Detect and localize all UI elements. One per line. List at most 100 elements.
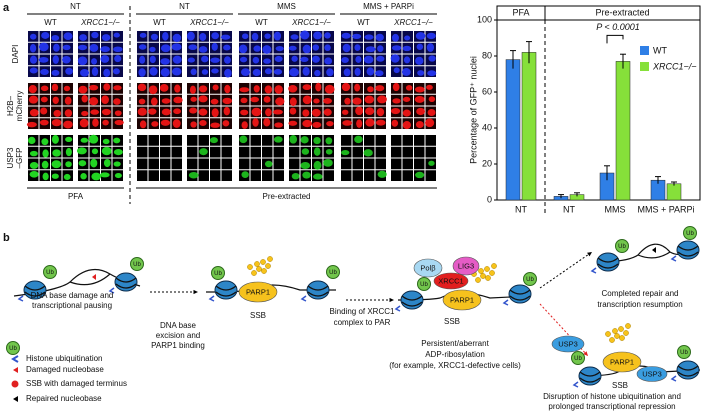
nucleus [313, 160, 322, 170]
nucleus [427, 70, 437, 77]
tile [364, 135, 375, 146]
nucleus [65, 136, 73, 142]
nucleus [80, 137, 89, 143]
tile [250, 170, 261, 181]
nucleus [222, 97, 233, 105]
ubiquitin [6, 341, 20, 355]
nucleus [88, 84, 99, 91]
ssb-label: SSB [444, 317, 460, 326]
tile [198, 135, 209, 146]
genotype-label: XRCC1−/− [189, 18, 229, 27]
nucleus [101, 34, 111, 42]
nucleus [52, 96, 59, 104]
nucleus [138, 68, 146, 77]
nucleus [113, 161, 121, 167]
nucleus [375, 33, 384, 42]
ubiquitin [417, 277, 431, 291]
nucleus [391, 33, 399, 42]
tile [391, 158, 402, 170]
nucleus [148, 85, 158, 95]
tile [171, 135, 182, 146]
nucleus [427, 108, 436, 117]
error-bar [526, 41, 532, 64]
nucleus [415, 32, 426, 40]
tile [391, 135, 402, 146]
nucleus [323, 158, 333, 167]
tile [187, 158, 198, 170]
nucleus [40, 85, 49, 92]
ubiquitin [677, 345, 691, 359]
tile [160, 158, 171, 170]
y-tick-label: 60 [482, 86, 492, 96]
nucleus [275, 45, 284, 52]
arrow-head [587, 252, 592, 257]
nucleus [300, 56, 309, 63]
nucleus [100, 46, 110, 53]
step-text: DNA base damage and [31, 291, 114, 300]
tile [425, 146, 436, 158]
tile [239, 146, 250, 158]
tile [273, 158, 284, 170]
tile [323, 170, 334, 181]
bar [505, 59, 521, 201]
nucleus [63, 32, 73, 41]
nucleus [137, 83, 147, 92]
error-bar [671, 181, 677, 186]
ub-label: Ub [526, 277, 534, 283]
nucleus [29, 150, 38, 157]
nucleus [91, 172, 102, 181]
nucleus [341, 149, 350, 156]
nucleus [174, 84, 181, 93]
nucleus [188, 171, 199, 179]
nucleus [391, 119, 399, 127]
nucleus [375, 85, 385, 92]
nucleus [377, 170, 387, 178]
nucleus [252, 56, 260, 64]
nucleus [428, 55, 436, 62]
nucleus [62, 55, 71, 64]
nucleus [300, 30, 310, 40]
nucleus [160, 119, 171, 126]
ub-label: Ub [9, 346, 17, 352]
dna-wrap [579, 371, 601, 383]
nucleus [428, 160, 435, 166]
par-unit [618, 326, 624, 332]
nucleus [376, 55, 385, 62]
nucleus [51, 69, 60, 76]
nucleus [63, 173, 71, 181]
genotype-label: WT [44, 18, 57, 27]
outcome-text: prolonged transcriptional repression [548, 402, 675, 411]
par-unit [614, 333, 620, 339]
condition-label: NT [179, 2, 190, 11]
nucleus [325, 148, 333, 155]
par-unit [491, 263, 497, 269]
legend-label: XRCC1−/− [652, 61, 697, 71]
nucleus [253, 85, 260, 93]
nucleus [29, 33, 37, 40]
legend-icon [11, 380, 19, 388]
ub-label: Ub [133, 262, 141, 268]
nucleus [210, 122, 221, 128]
ub-label: Ub [680, 350, 688, 356]
nucleus [289, 97, 297, 106]
nucleus [100, 172, 110, 178]
dna-wrap [215, 285, 237, 297]
nucleus [326, 68, 334, 77]
x-tick-label: NT [563, 204, 575, 214]
nucleus [80, 173, 87, 180]
nucleus [51, 119, 62, 127]
nucleus [189, 85, 197, 94]
nucleus [241, 121, 248, 129]
nucleus [88, 97, 99, 106]
nucleus [375, 70, 384, 77]
par-unit [625, 323, 631, 329]
tile [352, 158, 363, 170]
nucleus [137, 107, 147, 116]
nucleus [149, 55, 156, 64]
nucleus [341, 82, 351, 92]
nucleus [302, 44, 311, 54]
nucleus [390, 107, 401, 115]
tile [262, 135, 273, 146]
nucleus [365, 107, 375, 116]
